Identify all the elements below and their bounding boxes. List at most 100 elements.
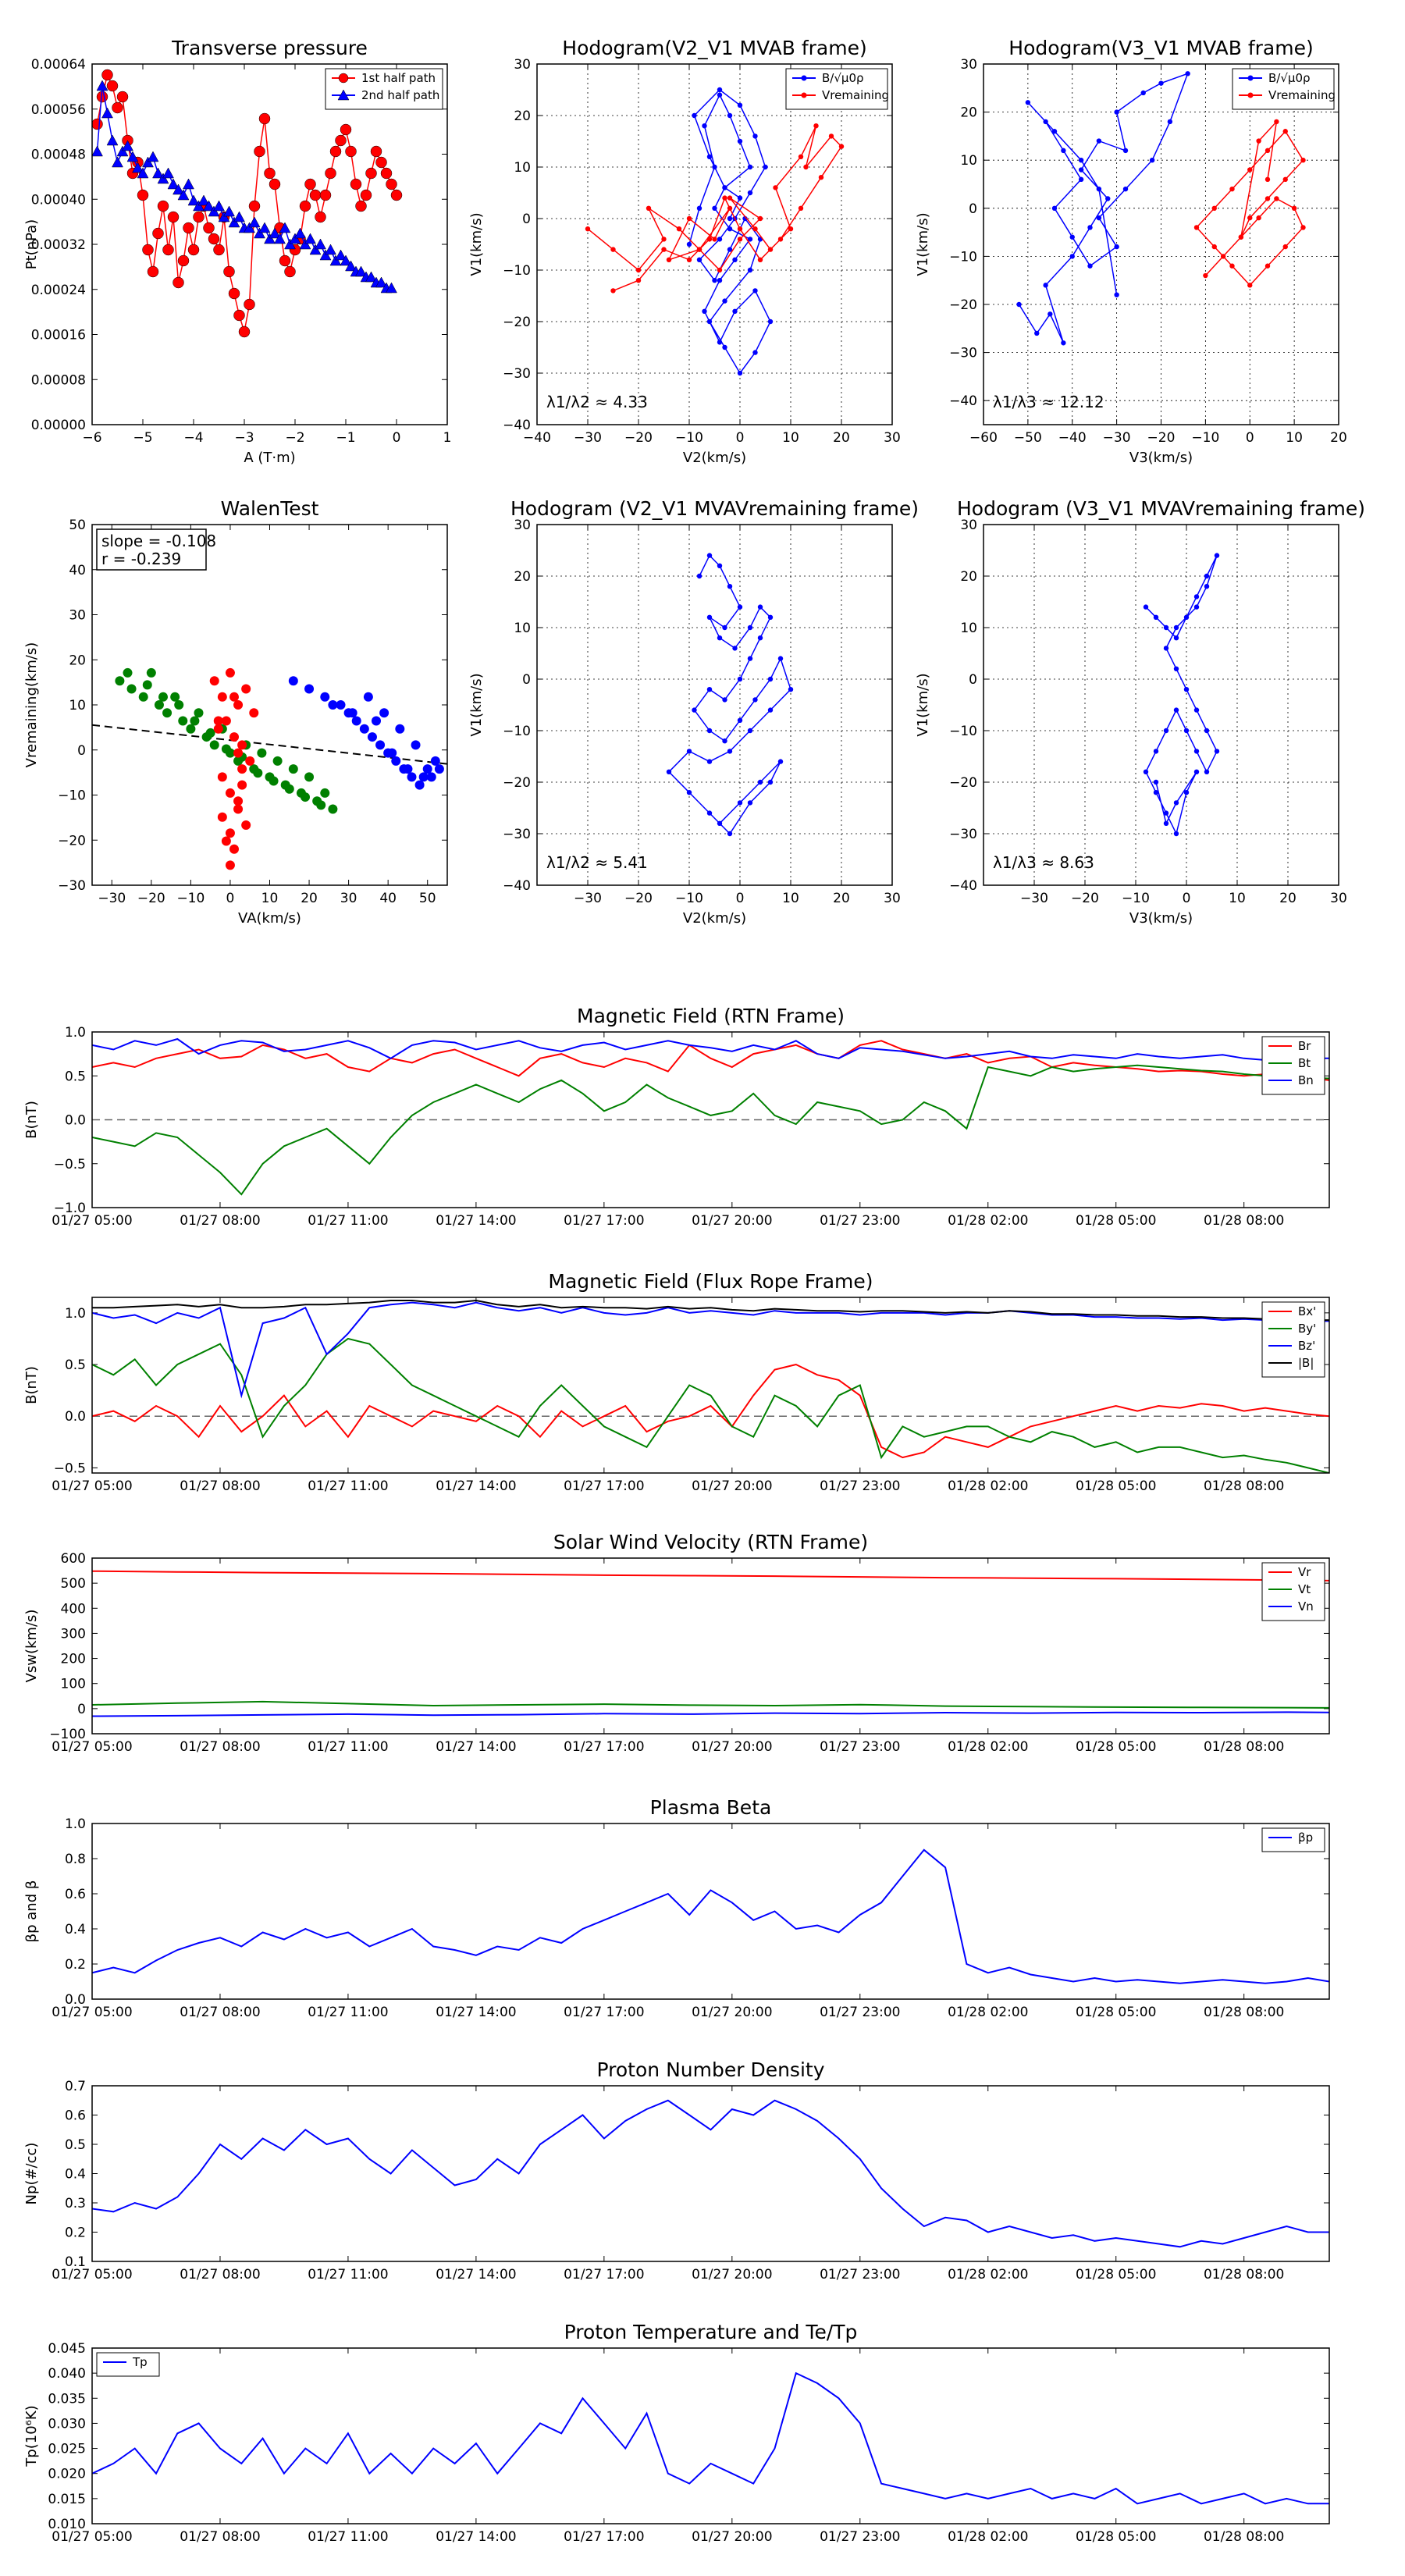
hodogram-v2v1-mvab-series-b-0--point	[712, 278, 717, 283]
hodogram-v2v1-mvab-series-b-0--point	[722, 344, 727, 350]
hodogram-v2v1-mvav-xtick-label: −20	[624, 891, 653, 906]
hodogram-v3v1-mvab-series-vremaining-point	[1238, 234, 1244, 240]
mag-rtn-ylabel: B(nT)	[23, 1101, 40, 1139]
walen-test-series-red-point	[209, 676, 219, 686]
transverse-pressure-legend-label: 1st half path	[361, 71, 436, 85]
hodogram-v3v1-mvav-ytick-label: −40	[949, 878, 977, 894]
walen-test-series-green-point	[316, 800, 326, 810]
mag-rtn-xtick-label: 01/27 05:00	[52, 1213, 132, 1229]
transverse-pressure-series-2nd-half-path-point	[304, 233, 316, 244]
proton-temperature-ylabel: Tp(10⁶K)	[23, 2405, 40, 2467]
hodogram-v3v1-mvab-series-b-0--point	[1051, 129, 1058, 134]
proton-density-ytick-label: 0.2	[65, 2226, 86, 2241]
walen-test-series-red-point	[217, 772, 227, 782]
transverse-pressure-series-1st-half-path-point	[193, 211, 205, 223]
transverse-pressure-series-1st-half-path-point	[173, 276, 184, 289]
mag-rtn-legend-label: Bn	[1298, 1073, 1314, 1087]
hodogram-v2v1-mvab-series-vremaining-point	[838, 144, 845, 149]
solar-wind-xtick-label: 01/27 08:00	[180, 1739, 260, 1755]
mag-rtn-title: Magnetic Field (RTN Frame)	[577, 1005, 845, 1027]
mag-fluxrope-series-group	[92, 1299, 1329, 1473]
hodogram-v2v1-mvab-series-b-0--point	[763, 164, 768, 170]
walen-test-series-blue-point	[414, 780, 425, 790]
transverse-pressure-series-group	[92, 69, 403, 338]
solar-wind-xtick-label: 01/27 11:00	[308, 1739, 388, 1755]
hodogram-v3v1-mvab-xtick-label: −10	[1191, 430, 1219, 446]
hodogram-v3v1-mvab-legend-marker	[1247, 75, 1254, 81]
hodogram-v2v1-mvab-series-vremaining-point	[757, 257, 763, 262]
mag-rtn-series-bt-line	[92, 1064, 1329, 1196]
solar-wind-xtick-label: 01/27 23:00	[820, 1739, 900, 1755]
transverse-pressure-series-2nd-half-path-point	[289, 233, 301, 244]
plasma-beta-ytick-label: 0.4	[65, 1922, 86, 1937]
hodogram-v3v1-mvab-series-vremaining-point	[1282, 244, 1288, 250]
transverse-pressure-series-2nd-half-path-point	[92, 145, 103, 157]
transverse-pressure-series-2nd-half-path-point	[218, 211, 230, 222]
hodogram-v2v1-mvab-series-b-0--point	[702, 308, 707, 314]
walen-test-series-green-point	[205, 728, 215, 738]
hodogram-v3v1-mvab-series-vremaining-point	[1291, 205, 1297, 211]
hodogram-v3v1-mvab-series-vremaining-point	[1300, 225, 1306, 230]
hodogram-v3v1-mvav-series-v-point	[1193, 749, 1200, 754]
hodogram-v3v1-mvav-series-v-point	[1153, 614, 1159, 620]
transverse-pressure-ytick-label: 0.00016	[31, 328, 86, 343]
proton-temperature-legend: Tp	[96, 2352, 160, 2377]
hodogram-v3v1-mvab-series-b-0--point	[1069, 234, 1075, 240]
proton-density-xtick-label: 01/27 17:00	[564, 2267, 644, 2282]
walen-test-series-red-point	[233, 796, 244, 806]
mag-rtn-xtick-label: 01/28 05:00	[1076, 1213, 1156, 1229]
mag-rtn-ytick-label: 0.5	[65, 1069, 86, 1084]
walen-test-series-green-point	[257, 748, 267, 758]
mag-fluxrope-legend-box	[1261, 1301, 1325, 1378]
transverse-pressure-legend-marker	[338, 73, 349, 84]
walen-test-series-blue-point	[367, 732, 377, 742]
hodogram-v3v1-mvab-series-b-0--point	[1043, 283, 1048, 288]
walen-test-series-blue-point	[387, 748, 397, 758]
hodogram-v2v1-mvab-series-b-0--point	[747, 267, 753, 273]
hodogram-v2v1-mvav-series-v-point	[706, 759, 713, 764]
proton-temperature-xtick-label: 01/27 23:00	[820, 2529, 900, 2545]
proton-temperature-ytick-label: 0.015	[48, 2492, 86, 2507]
walen-test-series-green-point	[186, 724, 196, 734]
transverse-pressure-series-1st-half-path-point	[244, 298, 255, 311]
mag-fluxrope-series-by--line	[92, 1337, 1329, 1473]
hodogram-v3v1-mvab-series-b-0--point	[1096, 215, 1102, 221]
transverse-pressure-series-2nd-half-path-point	[101, 107, 113, 119]
walen-test-series-red-point	[241, 820, 251, 830]
hodogram-v2v1-mvab-series-vremaining-point	[646, 205, 652, 211]
hodogram-v3v1-mvab-series-vremaining-point	[1220, 254, 1226, 259]
plasma-beta-frame	[91, 1823, 1330, 2000]
transverse-pressure-series-2nd-half-path-point	[126, 151, 139, 162]
mag-rtn-ytick-label: −0.5	[54, 1157, 86, 1172]
hodogram-v3v1-mvav-panel: Hodogram (V3_V1 MVAVremaining frame) −40 −…	[915, 497, 1365, 927]
hodogram-v3v1-mvab-series-b-0--point	[1114, 109, 1119, 115]
mag-fluxrope-panel: Magnetic Field (Flux Rope Frame) −0.5 0.0 0…	[23, 1270, 1330, 1494]
hodogram-v2v1-mvab-series-vremaining-point	[752, 226, 758, 232]
transverse-pressure-series-1st-half-path-point	[213, 244, 225, 256]
hodogram-v3v1-mvab-series-b-0--point	[1087, 225, 1093, 230]
hodogram-v2v1-mvab-xlabel: V2(km/s)	[683, 450, 746, 466]
proton-temperature-xtick-label: 01/28 02:00	[948, 2529, 1028, 2545]
walen-test-series-blue-point	[403, 764, 413, 774]
proton-temperature-series-group	[92, 2371, 1329, 2505]
hodogram-v3v1-mvab-series-vremaining-point	[1229, 186, 1235, 192]
hodogram-v2v1-mvab-series-vremaining-point	[818, 175, 824, 180]
proton-temperature-ytick-label: 0.010	[48, 2517, 86, 2532]
walen-test-series-green-point	[320, 788, 330, 798]
hodogram-v3v1-mvab-xtick-label: −50	[1014, 430, 1042, 446]
solar-wind-series-vr-line	[92, 1570, 1329, 1582]
hodogram-v2v1-mvab-series-b-0--point	[696, 257, 702, 262]
transverse-pressure-series-2nd-half-path-point	[386, 282, 397, 294]
hodogram-v2v1-mvab-series-b-0--point	[747, 237, 753, 242]
transverse-pressure-series-1st-half-path-point	[269, 178, 281, 190]
hodogram-v2v1-mvav-ytick-label: 10	[514, 621, 531, 636]
hodogram-v2v1-mvav-series-v-point	[767, 779, 774, 785]
transverse-pressure-series-2nd-half-path-point	[228, 216, 240, 228]
solar-wind-ylabel: Vsw(km/s)	[23, 1610, 40, 1683]
hodogram-v2v1-mvav-ytick-label: −20	[503, 775, 531, 791]
hodogram-v3v1-mvab-xtick-label: −20	[1147, 430, 1176, 446]
transverse-pressure-xtick-label: 1	[443, 430, 452, 446]
hodogram-v2v1-mvab-series-b-0--point	[686, 241, 692, 247]
mag-fluxrope-series-bx--line	[92, 1363, 1329, 1459]
hodogram-v3v1-mvav-frame	[983, 524, 1339, 886]
